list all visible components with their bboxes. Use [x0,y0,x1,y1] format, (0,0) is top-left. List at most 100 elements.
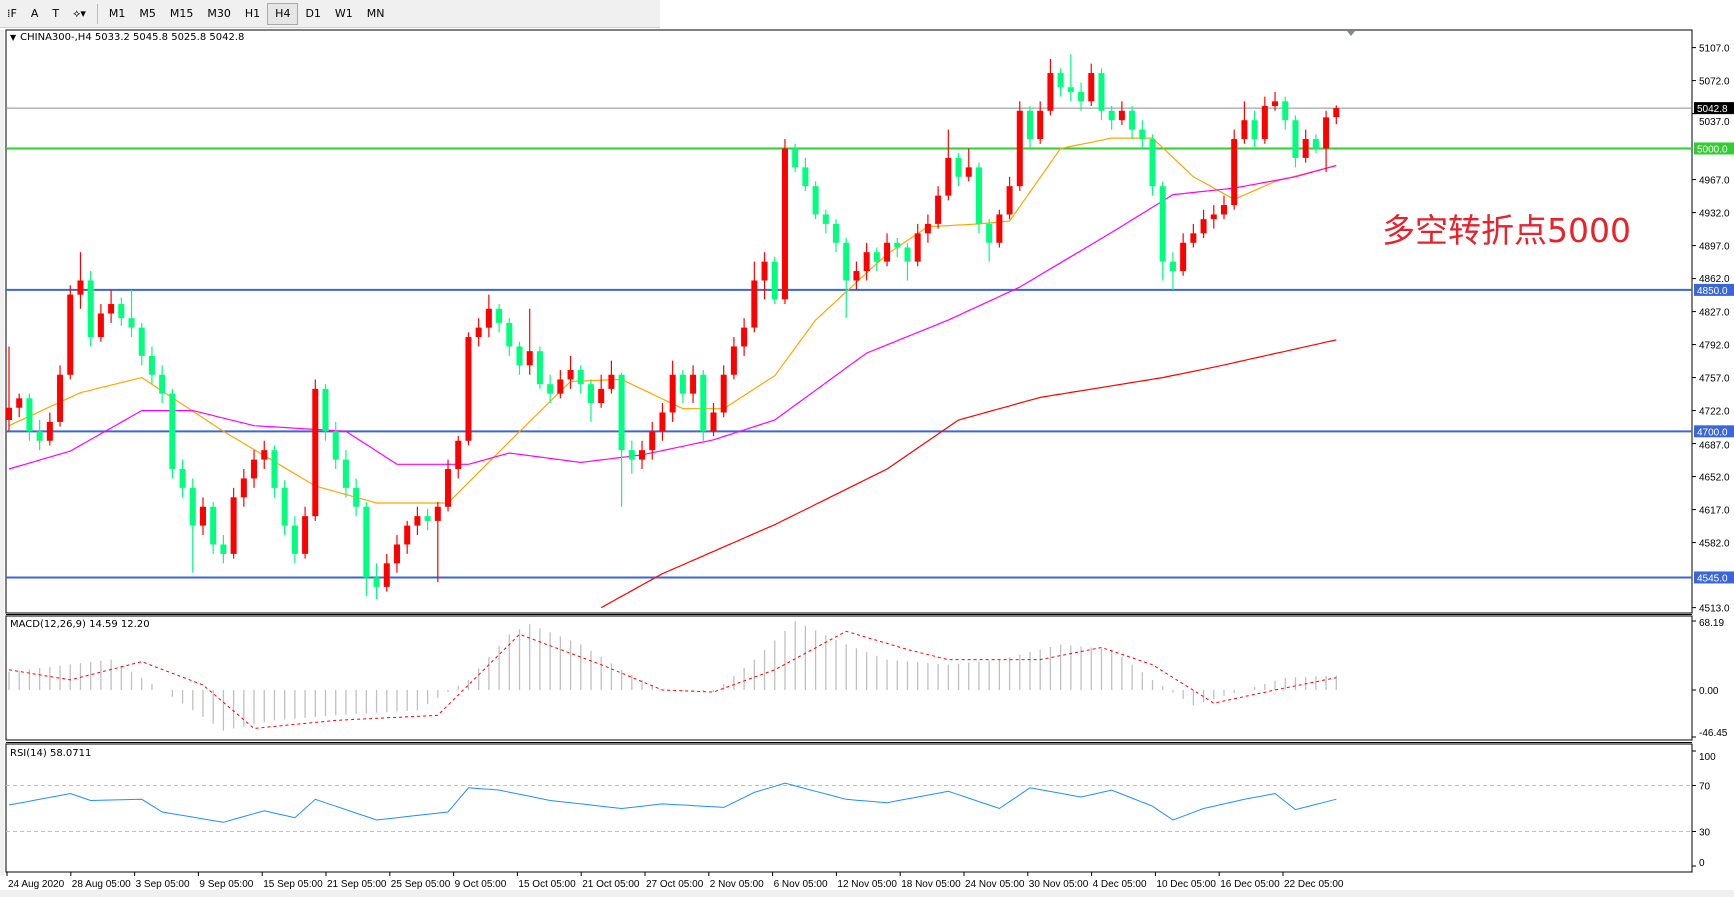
candle-bullish [659,412,666,432]
candle-bearish [353,487,360,507]
candle-bullish [1220,205,1227,215]
candle-bullish [46,421,53,441]
rsi-y-tick-label: 70 [1699,782,1711,793]
current-price-label: 5042.8 [1697,104,1728,115]
chart-menu-triangle-icon[interactable]: ▼ [10,33,17,42]
y-tick-label: 4862.0 [1699,274,1730,285]
y-tick-label: 4792.0 [1699,341,1730,352]
candle-bearish [496,308,503,323]
candle-bearish [1129,110,1136,130]
candle-bearish [271,450,278,488]
crosshair-icon[interactable]: ⁞F [7,7,17,20]
candle-bullish [608,374,615,389]
timeframe-m1-button[interactable]: M1 [108,7,126,20]
candle-bullish [1200,219,1207,234]
candle-bullish [761,261,768,281]
x-tick-label: 9 Oct 05:00 [455,879,507,890]
candle-bullish [741,327,748,347]
candle-bullish [1261,106,1268,140]
timeframe-m5-button[interactable]: M5 [139,7,156,20]
candle-bullish [965,167,972,177]
rsi-y-tick-label: 100 [1699,752,1716,763]
candle-bearish [587,384,594,404]
candle-bullish [1006,186,1013,215]
x-tick-label: 3 Sep 05:00 [136,879,190,890]
candle-bearish [322,388,329,432]
candle-bearish [220,544,227,554]
level-price-label: 4850.0 [1697,286,1728,297]
candle-bullish [1333,108,1340,118]
timeframe-m15-button[interactable]: M15 [169,7,194,20]
level-price-label-bg [1694,283,1734,296]
candle-bullish [649,431,656,451]
candle-bullish [393,544,400,564]
x-tick-label: 30 Nov 05:00 [1029,879,1089,890]
timeframe-h1-button[interactable]: H1 [244,7,261,20]
candle-bullish [1118,110,1125,121]
macd-label: MACD(12,26,9) 14.59 12.20 [10,619,150,630]
candle-bullish [1241,120,1248,140]
timeframe-d1-button[interactable]: D1 [305,7,321,20]
level-price-label: 4700.0 [1697,427,1728,438]
y-tick-label: 4722.0 [1699,407,1730,418]
candle-bearish [873,252,880,262]
timeframe-w1-button[interactable]: W1 [334,7,353,20]
x-tick-label: 4 Dec 05:00 [1093,879,1147,890]
candle-bearish [679,374,686,394]
bottom-bar [0,890,1734,897]
candle-bearish [894,242,901,248]
x-tick-label: 15 Sep 05:00 [263,879,323,890]
candle-bullish [199,506,206,526]
macd-y-tick-label: 0.00 [1699,686,1719,697]
candle-bearish [169,393,176,470]
candle-bullish [414,516,421,526]
y-tick-label: 4687.0 [1699,440,1730,451]
y-tick-label: 4652.0 [1699,473,1730,484]
candle-bearish [506,322,513,347]
x-tick-label: 28 Aug 05:00 [72,879,131,890]
chart-shift-marker-icon[interactable] [1347,31,1355,36]
candle-bullish [1323,117,1330,149]
candle-bullish [57,374,64,422]
candle-bullish [475,327,482,338]
candle-bearish [138,327,145,356]
timeframe-h4-button[interactable]: H4 [267,2,299,25]
candle-bearish [373,577,380,587]
candle-bullish [669,374,676,413]
candle-bullish [16,398,23,408]
candle-bearish [904,247,911,262]
timeframe-m30-button[interactable]: M30 [207,7,231,20]
candle-bullish [434,506,441,521]
text-label-icon[interactable]: T [52,7,60,20]
candle-bearish [802,167,809,187]
candle-bullish [445,469,452,507]
candle-bearish [179,469,186,488]
candle-bearish [189,487,196,526]
x-tick-label: 6 Nov 05:00 [774,879,828,890]
candle-bullish [710,412,717,432]
candle-bearish [159,374,166,394]
moving-average-line [8,164,1337,470]
candle-bullish [230,497,237,554]
candle-bearish [26,398,33,432]
candle-bearish [792,148,799,168]
y-tick-label: 5037.0 [1699,117,1730,128]
candle-bullish [485,308,492,328]
text-icon[interactable]: A [30,7,39,20]
level-price-label-bg [1694,425,1734,438]
chart-title: ▼ CHINA300-,H4 5033.2 5045.8 5025.8 5042… [10,32,244,43]
candle-bullish [465,337,472,441]
candle-bearish [424,516,431,521]
candle-bearish [1312,139,1319,149]
x-tick-label: 25 Sep 05:00 [391,879,451,890]
candle-bullish [853,271,860,281]
y-tick-label: 4967.0 [1699,176,1730,187]
shapes-icon[interactable]: ⟡▾ [73,6,86,20]
candle-bullish [781,148,788,300]
candle-bearish [87,280,94,338]
candle-bearish [1169,261,1176,272]
rsi-line [8,782,1337,823]
timeframe-mn-button[interactable]: MN [366,7,385,20]
candle-bearish [700,374,707,432]
